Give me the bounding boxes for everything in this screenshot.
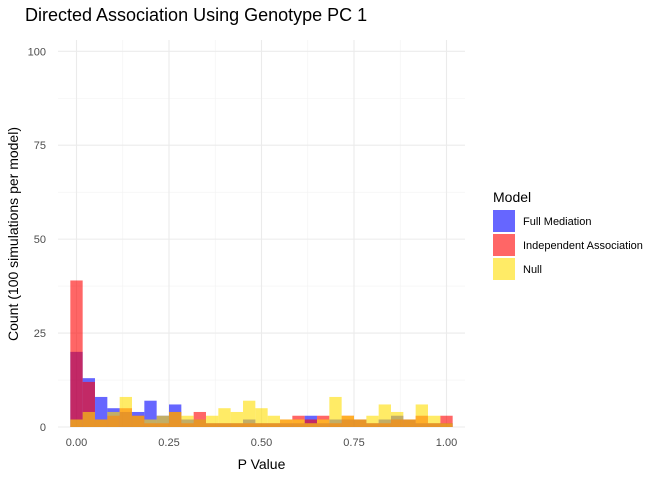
histogram-bar [132,415,145,427]
histogram-bar [366,415,379,427]
histogram-bar [354,419,367,427]
histogram-bar [415,404,428,427]
histogram-bar [144,419,157,427]
histogram-bar [95,419,108,427]
histogram-bar [181,415,194,427]
histogram-bar [329,396,342,427]
histogram-bar [428,415,441,427]
histogram-bar [218,408,231,427]
y-tick-label: 75 [34,140,46,152]
histogram-bar [391,411,404,427]
histogram-bar [107,411,120,427]
histogram-bar [440,415,453,427]
histogram-bar [317,419,330,427]
histogram-bar [292,419,305,427]
y-axis-ticks: 0 25 50 75 100 [28,46,46,434]
histogram-bar [255,408,268,427]
histogram-bar [70,280,83,427]
x-tick-label: 0.50 [251,437,272,449]
histogram-bar [440,423,453,427]
histogram-bars [70,280,453,427]
histogram-bar [156,415,169,427]
x-tick-label: 0.75 [343,437,364,449]
chart-title: Directed Association Using Genotype PC 1 [25,5,367,25]
x-tick-label: 1.00 [436,437,457,449]
histogram-bar [119,396,132,427]
histogram-bar [169,411,182,427]
histogram-bar [341,415,354,427]
histogram-bar [304,423,317,427]
legend-title: Model [493,189,531,205]
y-tick-label: 50 [34,234,46,246]
histogram-bar [280,419,293,427]
x-tick-label: 0.00 [66,437,87,449]
y-tick-label: 25 [34,328,46,340]
gridlines [58,40,465,428]
x-axis-title: P Value [238,456,286,472]
x-tick-label: 0.25 [158,437,179,449]
legend-swatch [493,210,515,232]
legend-label: Full Mediation [523,216,591,228]
legend: Model Full Mediation Independent Associat… [493,189,643,280]
histogram-bar [378,404,391,427]
y-tick-label: 100 [28,46,46,58]
histogram-bar [82,411,95,427]
y-tick-label: 0 [40,422,46,434]
histogram-bar [193,419,206,427]
legend-label: Independent Association [523,240,643,252]
histogram-bar [230,411,243,427]
histogram-bar [206,415,219,427]
y-axis-title: Count (100 simulations per model) [5,127,21,341]
x-axis-ticks: 0.00 0.25 0.50 0.75 1.00 [66,437,457,449]
series-null [70,396,453,427]
legend-swatch [493,234,515,256]
histogram-bar [403,419,416,427]
legend-swatch [493,258,515,280]
histogram-bar [243,400,256,427]
histogram-bar [70,419,83,427]
histogram-bar [267,415,280,427]
legend-label: Null [523,264,542,276]
